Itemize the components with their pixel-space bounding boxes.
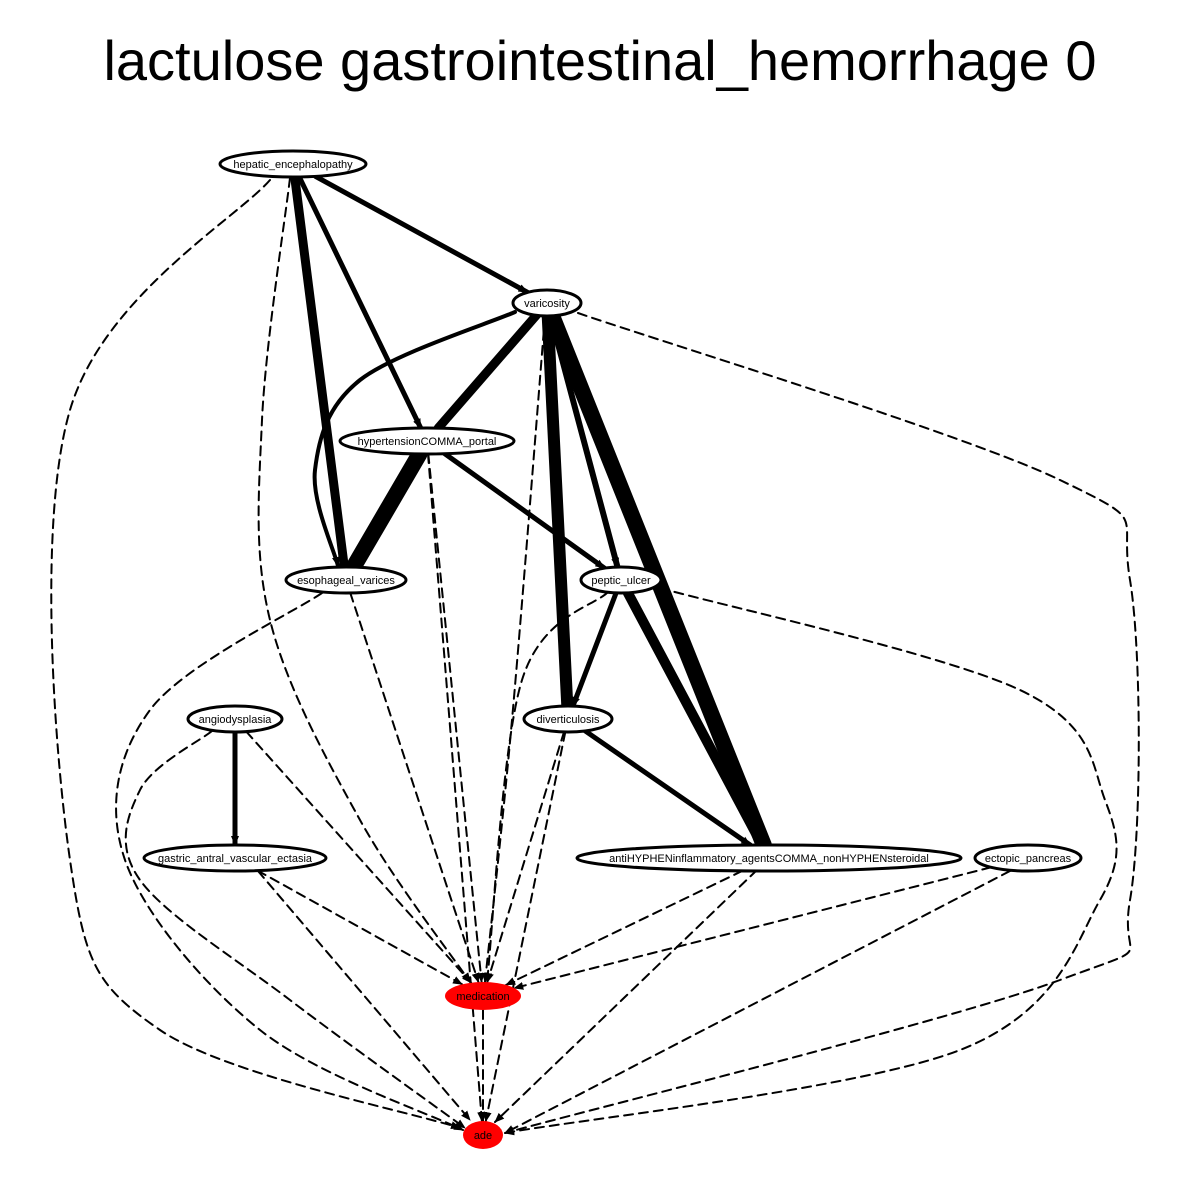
node-hepatic_encephalopathy: hepatic_encephalopathy [218, 149, 368, 179]
node-shape-medication [445, 982, 521, 1010]
node-shape-hypertension_portal [338, 426, 516, 456]
node-shape-ectopic_pancreas [973, 843, 1083, 873]
edge-varicosity-to-ade [504, 312, 1140, 1135]
edge-hypertension_portal-to-peptic_ulcer [442, 451, 607, 571]
node-esophageal_varices: esophageal_varices [284, 565, 408, 595]
edge-ectopic_pancreas-to-ade [504, 870, 1011, 1134]
node-hypertension_portal: hypertensionCOMMA_portal [338, 426, 516, 456]
node-nsaids: antiHYPHENinflammatory_agentsCOMMA_nonHY… [575, 843, 963, 873]
edge-peptic_ulcer-to-ade [504, 587, 1118, 1136]
node-shape-hepatic_encephalopathy [218, 149, 368, 179]
edge-peptic_ulcer-to-nsaids [622, 587, 768, 850]
node-label-peptic_ulcer: peptic_ulcer [591, 575, 651, 587]
edge-hypertension_portal-to-esophageal_varices [345, 446, 428, 576]
node-label-hepatic_encephalopathy: hepatic_encephalopathy [233, 159, 353, 171]
edge-hypertension_portal-to-ade [427, 453, 486, 1122]
node-label-varicosity: varicosity [524, 298, 570, 310]
edge-hepatic_encephalopathy-to-esophageal_varices [290, 172, 349, 572]
node-varicosity: varicosity [511, 288, 583, 318]
edge-diverticulosis-to-medication [486, 730, 565, 984]
edge-peptic_ulcer-to-medication [484, 591, 609, 983]
edge-diverticulosis-to-nsaids [582, 728, 753, 848]
node-shape-esophageal_varices [284, 565, 408, 595]
edge-hypertension_portal-to-medication [427, 453, 485, 983]
node-shape-angiodysplasia [186, 704, 284, 734]
node-angiodysplasia: angiodysplasia [186, 704, 284, 734]
node-diverticulosis: diverticulosis [522, 704, 614, 734]
node-shape-gastric_antral_vascular_ectasia [142, 843, 328, 873]
edge-hepatic_encephalopathy-to-medication [257, 177, 471, 983]
node-label-angiodysplasia: angiodysplasia [199, 714, 273, 726]
edge-hepatic_encephalopathy-to-varicosity [313, 173, 530, 295]
node-label-gastric_antral_vascular_ectasia: gastric_antral_vascular_ectasia [158, 853, 313, 865]
node-label-nsaids: antiHYPHENinflammatory_agentsCOMMA_nonHY… [609, 853, 929, 865]
node-label-ectopic_pancreas: ectopic_pancreas [985, 853, 1072, 865]
node-ade: ade [463, 1121, 503, 1149]
edge-varicosity-to-diverticulosis [541, 310, 574, 712]
edge-angiodysplasia-to-ade [124, 730, 466, 1129]
edge-diverticulosis-to-ade [483, 731, 567, 1123]
node-peptic_ulcer: peptic_ulcer [579, 565, 663, 595]
edge-hepatic_encephalopathy-to-hypertension_portal [296, 174, 424, 431]
node-label-ade: ade [474, 1130, 492, 1142]
edge-angiodysplasia-to-medication [245, 730, 473, 984]
edge-peptic_ulcer-to-diverticulosis [570, 590, 619, 709]
edge-esophageal_varices-to-ade [115, 592, 464, 1131]
edge-nsaids-to-ade [494, 869, 758, 1123]
node-label-medication: medication [456, 991, 509, 1003]
node-gastric_antral_vascular_ectasia: gastric_antral_vascular_ectasia [142, 843, 328, 873]
node-label-diverticulosis: diverticulosis [537, 714, 600, 726]
node-shape-varicosity [511, 288, 583, 318]
node-label-esophageal_varices: esophageal_varices [297, 575, 395, 587]
node-shape-diverticulosis [522, 704, 614, 734]
node-label-hypertension_portal: hypertensionCOMMA_portal [358, 436, 497, 448]
node-medication: medication [445, 982, 521, 1010]
graph-title: lactulose gastrointestinal_hemorrhage 0 [103, 29, 1097, 92]
node-shape-nsaids [575, 843, 963, 873]
edge-esophageal_varices-to-medication [349, 592, 480, 984]
edge-gastric_antral_vascular_ectasia-to-ade [257, 870, 471, 1121]
edge-gastric_antral_vascular_ectasia-to-medication [256, 869, 463, 986]
node-shape-peptic_ulcer [579, 565, 663, 595]
node-ectopic_pancreas: ectopic_pancreas [973, 843, 1083, 873]
node-shape-ade [463, 1121, 503, 1149]
edge-ectopic_pancreas-to-medication [513, 866, 993, 990]
edge-varicosity-to-hypertension_portal [433, 310, 541, 433]
edge-nsaids-to-medication [505, 869, 744, 986]
edge-hepatic_encephalopathy-to-ade [50, 179, 461, 1130]
edge-varicosity-to-esophageal_varices [312, 310, 517, 568]
